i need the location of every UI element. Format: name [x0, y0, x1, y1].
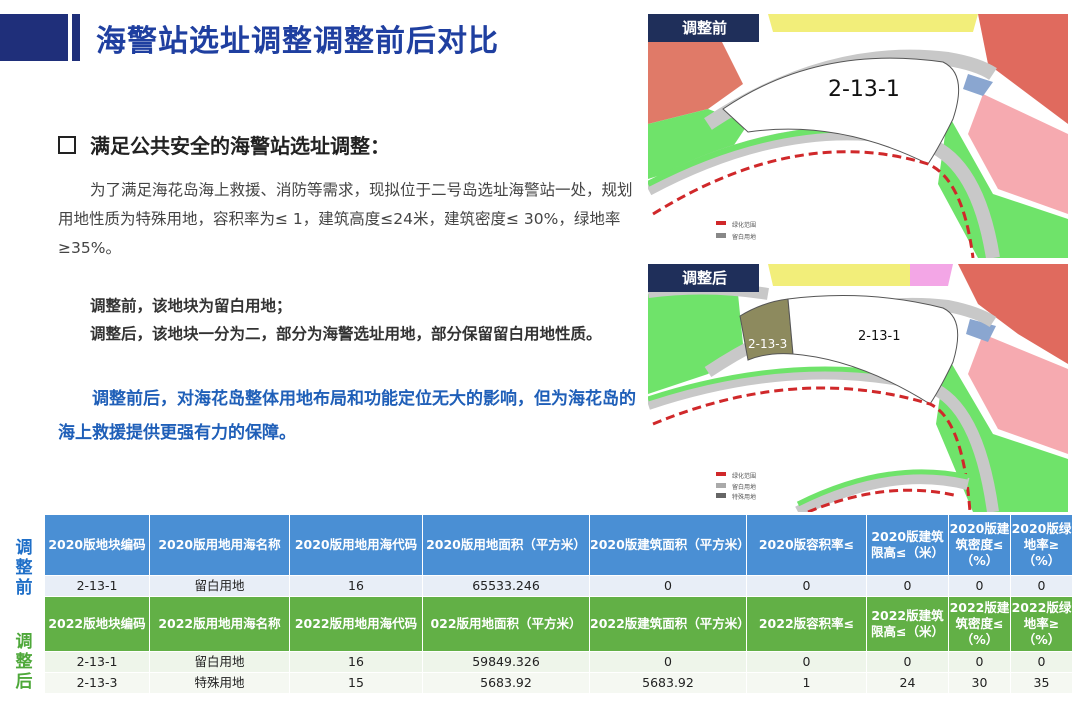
- table-cell: 2-13-1: [44, 651, 150, 673]
- table-cell: 2-13-3: [44, 672, 150, 694]
- header-cell: 2020版建筑密度≤（%）: [948, 514, 1011, 576]
- legend-before-1: 绿化范围: [732, 221, 756, 229]
- legend-after-1: 绿化范围: [732, 472, 756, 480]
- table-cell: 24: [866, 672, 949, 694]
- table-cell: 0: [746, 651, 867, 673]
- header-cell: 2020版用地面积（平方米）: [422, 514, 590, 576]
- title-accent-bar: [0, 14, 68, 61]
- table-cell: 16: [289, 651, 423, 673]
- header-cell: 2020版绿地率≥（%）: [1010, 514, 1073, 576]
- header-cell: 2020版建筑面积（平方米）: [589, 514, 750, 576]
- map-before-drawing: 绿化范围 留白用地 2-13-1: [648, 14, 1068, 258]
- checkbox-square-icon: [58, 136, 76, 154]
- header-cell: 2020版用地用海名称: [149, 514, 290, 576]
- description-paragraph: 为了满足海花岛海上救援、消防等需求，现拟位于二号岛选址海警站一处，规划用地性质为…: [58, 176, 636, 263]
- section-heading: 满足公共安全的海警站选址调整：: [58, 130, 390, 159]
- page-title: 海警站选址调整调整前后对比: [96, 24, 499, 59]
- table-row: 2-13-3 特殊用地 15 5683.92 5683.92 1 24 30 3…: [44, 672, 1073, 694]
- map-after: 绿化范围 留白用地 特殊用地 2-13-3 2-13-1 调整后: [648, 264, 1068, 512]
- table-cell: 59849.326: [422, 651, 590, 673]
- table-cell: 特殊用地: [149, 672, 290, 694]
- conclusion-text: 调整前后，对海花岛整体用地布局和功能定位无大的影响，但为海花岛的海上救援提供更强…: [58, 389, 636, 443]
- table-cell: 16: [289, 575, 423, 597]
- header-cell: 2022版地块编码: [44, 596, 150, 652]
- header-cell: 2022版建筑限高≤（米）: [866, 596, 949, 652]
- header-cell: 2022版绿地率≥（%）: [1010, 596, 1073, 652]
- description-text: 为了满足海花岛海上救援、消防等需求，现拟位于二号岛选址海警站一处，规划用地性质为…: [58, 181, 633, 257]
- header-cell: 2022版建筑面积（平方米）: [589, 596, 750, 652]
- header-cell: 022版用地面积（平方米）: [422, 596, 590, 652]
- legend-after-3: 特殊用地: [732, 493, 756, 501]
- legend-after-2: 留白用地: [732, 483, 756, 491]
- after-statement: 调整后，该地块一分为二，部分为海警选址用地，部分保留留白用地性质。: [90, 325, 602, 343]
- table-cell: 0: [746, 575, 867, 597]
- map-before: 绿化范围 留白用地 2-13-1 调整前: [648, 14, 1068, 258]
- table-cell: 65533.246: [422, 575, 590, 597]
- header-row-after: 2022版地块编码 2022版用地用海名称 2022版用地用海代码 022版用地…: [44, 596, 1073, 652]
- side-label-after: 调整后: [15, 632, 33, 692]
- table-cell: 15: [289, 672, 423, 694]
- parcel-label-after: 2-13-1: [858, 329, 900, 344]
- header-cell: 2022版用地用海代码: [289, 596, 423, 652]
- header-cell: 2020版建筑限高≤（米）: [866, 514, 949, 576]
- parcel-label-before: 2-13-1: [828, 77, 900, 102]
- table-cell: 2-13-1: [44, 575, 150, 597]
- table-cell: 1: [746, 672, 867, 694]
- header-cell: 2020版地块编码: [44, 514, 150, 576]
- table-cell: 留白用地: [149, 651, 290, 673]
- header-cell: 2020版用地用海代码: [289, 514, 423, 576]
- table-cell: 5683.92: [422, 672, 590, 694]
- table-cell: 30: [948, 672, 1011, 694]
- table-cell: 0: [589, 651, 747, 673]
- table-row: 2-13-1 留白用地 16 65533.246 0 0 0 0 0: [44, 575, 1073, 597]
- table-cell: 0: [589, 575, 747, 597]
- table-row: 2-13-1 留白用地 16 59849.326 0 0 0 0 0: [44, 651, 1073, 673]
- header-cell: 2022版用地用海名称: [149, 596, 290, 652]
- legend-before-2: 留白用地: [732, 233, 756, 241]
- map-after-drawing: 绿化范围 留白用地 特殊用地 2-13-3 2-13-1: [648, 264, 1068, 512]
- title-accent-stripe: [72, 14, 80, 61]
- section-heading-text: 满足公共安全的海警站选址调整：: [90, 134, 390, 158]
- table-cell: 留白用地: [149, 575, 290, 597]
- header-cell: 2022版容积率≤: [746, 596, 867, 652]
- table-cell: 0: [866, 651, 949, 673]
- map-before-tag: 调整前: [648, 14, 760, 42]
- table-cell: 5683.92: [589, 672, 747, 694]
- header-row-before: 2020版地块编码 2020版用地用海名称 2020版用地用海代码 2020版用…: [44, 514, 1073, 576]
- comparison-table: 2020版地块编码 2020版用地用海名称 2020版用地用海代码 2020版用…: [44, 514, 1073, 694]
- side-label-before: 调整前: [15, 538, 33, 598]
- header-cell: 2022版建筑密度≤（%）: [948, 596, 1011, 652]
- parcel-label-new: 2-13-3: [748, 337, 787, 351]
- table-cell: 0: [948, 575, 1011, 597]
- map-after-tag: 调整后: [648, 264, 760, 292]
- table-cell: 0: [1010, 651, 1073, 673]
- conclusion-paragraph: 调整前后，对海花岛整体用地布局和功能定位无大的影响，但为海花岛的海上救援提供更强…: [58, 382, 638, 450]
- header-cell: 2020版容积率≤: [746, 514, 867, 576]
- table-cell: 0: [866, 575, 949, 597]
- table-cell: 35: [1010, 672, 1073, 694]
- before-statement: 调整前，该地块为留白用地；: [90, 297, 292, 315]
- table-cell: 0: [948, 651, 1011, 673]
- table-cell: 0: [1010, 575, 1073, 597]
